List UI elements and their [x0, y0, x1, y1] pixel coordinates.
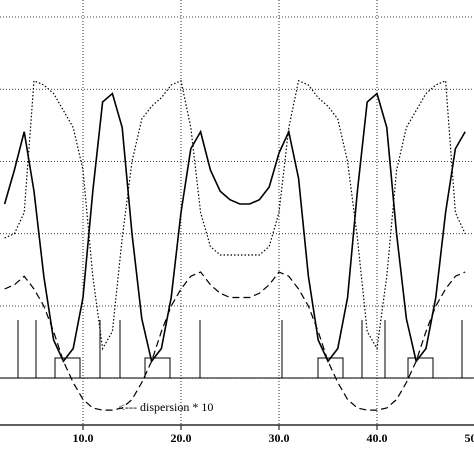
- x-tick-label: 20.0: [170, 431, 191, 445]
- x-tick-label: 30.0: [268, 431, 289, 445]
- x-tick-label: 50.0: [464, 431, 474, 445]
- x-tick-label: 10.0: [73, 431, 94, 445]
- series-line: [3, 92, 466, 364]
- annotation: <--- dispersion * 10: [118, 400, 213, 414]
- series-line: [4, 79, 466, 351]
- lattice: [0, 320, 474, 379]
- x-tick-label: 40.0: [366, 431, 387, 445]
- series-line: [4, 271, 466, 411]
